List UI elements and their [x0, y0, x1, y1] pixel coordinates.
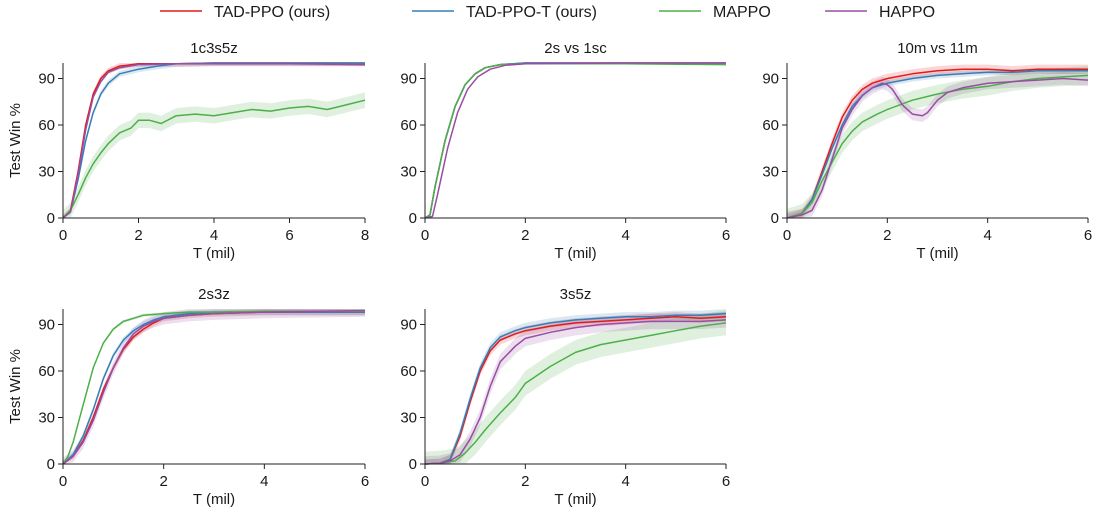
x-axis-label: T (mil) [554, 491, 596, 508]
x-tick-label: 8 [361, 227, 369, 244]
y-tick-label: 0 [409, 210, 417, 227]
x-tick-label: 6 [722, 227, 730, 244]
x-tick-label: 0 [783, 227, 791, 244]
panel-title: 2s vs 1sc [544, 40, 607, 57]
legend-item-tad-ppo-ours: TAD-PPO (ours) [160, 4, 330, 21]
series-line-happo [424, 62, 726, 219]
y-tick-label: 90 [38, 317, 55, 334]
y-axis-label: Test Win % [7, 103, 24, 178]
x-tick-label: 0 [59, 473, 67, 490]
series-band-mappo [63, 92, 365, 218]
x-tick-label: 6 [1084, 227, 1092, 244]
legend-item-happo: HAPPO [825, 4, 935, 21]
y-tick-label: 30 [400, 164, 417, 181]
series-line-tad-ppo-ours [786, 68, 1088, 219]
y-tick-label: 60 [400, 363, 417, 380]
x-tick-label: 2 [159, 473, 167, 490]
series-band-mappo [787, 66, 1088, 218]
y-tick-label: 30 [38, 164, 55, 181]
y-tick-label: 0 [771, 210, 779, 227]
panel-title: 3s5z [560, 286, 592, 303]
y-tick-label: 30 [762, 164, 779, 181]
x-tick-label: 0 [421, 473, 429, 490]
y-tick-label: 0 [409, 456, 417, 473]
panel-title: 2s3z [198, 286, 230, 303]
series-line-tad-ppo-t-ours [786, 70, 1088, 219]
x-tick-label: 6 [285, 227, 293, 244]
x-tick-label: 2 [521, 473, 529, 490]
series-line-happo [424, 319, 727, 465]
y-axis-label: Test Win % [7, 349, 24, 424]
x-tick-label: 0 [59, 227, 67, 244]
panel-1c3s5z: 1c3s5z 0 2 4 6 8 0 30 60 90 T (mil) Test Win % [7, 40, 369, 262]
series-band-happo [63, 309, 365, 464]
x-tick-label: 4 [621, 227, 629, 244]
x-tick-label: 4 [983, 227, 991, 244]
y-tick-label: 60 [38, 117, 55, 134]
series-line-mappo [424, 322, 727, 465]
x-tick-label: 2 [134, 227, 142, 244]
legend-label: HAPPO [879, 4, 935, 21]
x-axis-label: T (mil) [193, 245, 235, 262]
y-tick-label: 90 [400, 71, 417, 88]
x-tick-label: 4 [210, 227, 218, 244]
legend-label: TAD-PPO-T (ours) [466, 4, 597, 21]
series-line-mappo [62, 99, 366, 219]
series-line-mappo [62, 310, 365, 465]
series-line-tad-ppo-t-ours [424, 312, 727, 465]
y-tick-label: 0 [47, 210, 55, 227]
x-axis-label: T (mil) [916, 245, 958, 262]
series-line-tad-ppo-ours [424, 316, 727, 465]
y-tick-label: 30 [38, 410, 55, 427]
x-tick-label: 4 [621, 473, 629, 490]
x-tick-label: 2 [883, 227, 891, 244]
y-tick-label: 60 [38, 363, 55, 380]
panel-title: 1c3s5z [190, 40, 238, 57]
series-band-mappo [63, 309, 365, 464]
x-axis-label: T (mil) [193, 491, 235, 508]
x-tick-label: 6 [361, 473, 369, 490]
x-axis-label: T (mil) [554, 245, 596, 262]
y-tick-label: 0 [47, 456, 55, 473]
x-tick-label: 6 [722, 473, 730, 490]
y-tick-label: 90 [38, 71, 55, 88]
y-tick-label: 60 [762, 117, 779, 134]
y-tick-label: 60 [400, 117, 417, 134]
x-tick-label: 0 [421, 227, 429, 244]
x-tick-label: 2 [521, 227, 529, 244]
series-line-happo [62, 63, 366, 219]
legend-label: TAD-PPO (ours) [214, 4, 330, 21]
x-tick-label: 4 [260, 473, 268, 490]
panel-title: 10m vs 11m [897, 40, 978, 57]
y-tick-label: 90 [762, 71, 779, 88]
legend-item-mappo: MAPPO [659, 4, 771, 21]
chart-legend: TAD-PPO (ours) TAD-PPO-T (ours) MAPPO HAPPO [160, 4, 935, 21]
y-tick-label: 30 [400, 410, 417, 427]
y-tick-label: 90 [400, 317, 417, 334]
series-line-happo [62, 309, 366, 465]
series-line-happo [786, 77, 1089, 219]
series-band-happo [787, 72, 1088, 218]
legend-label: MAPPO [713, 4, 771, 21]
legend-item-tad-ppo-t-ours: TAD-PPO-T (ours) [412, 4, 597, 21]
